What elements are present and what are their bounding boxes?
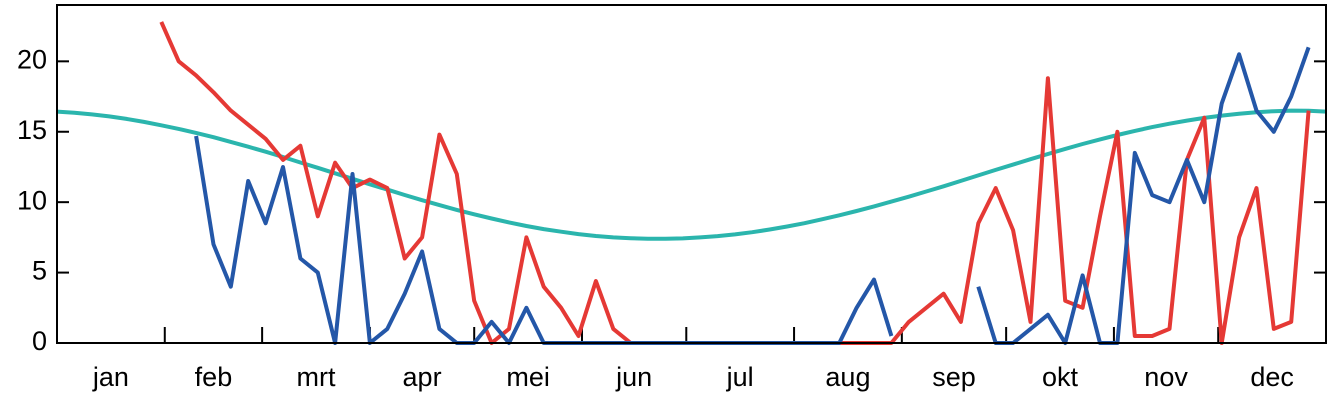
x-tick-label: mrt	[297, 362, 336, 392]
y-tick-label: 20	[17, 44, 47, 74]
x-tick-label: nov	[1144, 362, 1188, 392]
x-tick-label: jun	[615, 362, 652, 392]
x-tick-label: jan	[92, 362, 129, 392]
y-tick-label: 10	[17, 185, 47, 215]
y-tick-label: 0	[32, 326, 47, 356]
y-tick-label: 15	[17, 115, 47, 145]
series-line	[56, 108, 1327, 241]
series-line	[159, 21, 1311, 345]
x-tick-label: jul	[726, 362, 754, 392]
x-tick-label: aug	[825, 362, 870, 392]
plot-frame	[56, 4, 1327, 344]
x-tick-label: dec	[1250, 362, 1294, 392]
series-line	[194, 46, 1311, 345]
x-tick-label: apr	[403, 362, 442, 392]
x-tick-label: mei	[506, 362, 550, 392]
x-tick-label: okt	[1042, 362, 1079, 392]
x-tick-label: feb	[195, 362, 233, 392]
x-tick-label: sep	[932, 362, 976, 392]
y-tick-label: 5	[32, 256, 47, 286]
